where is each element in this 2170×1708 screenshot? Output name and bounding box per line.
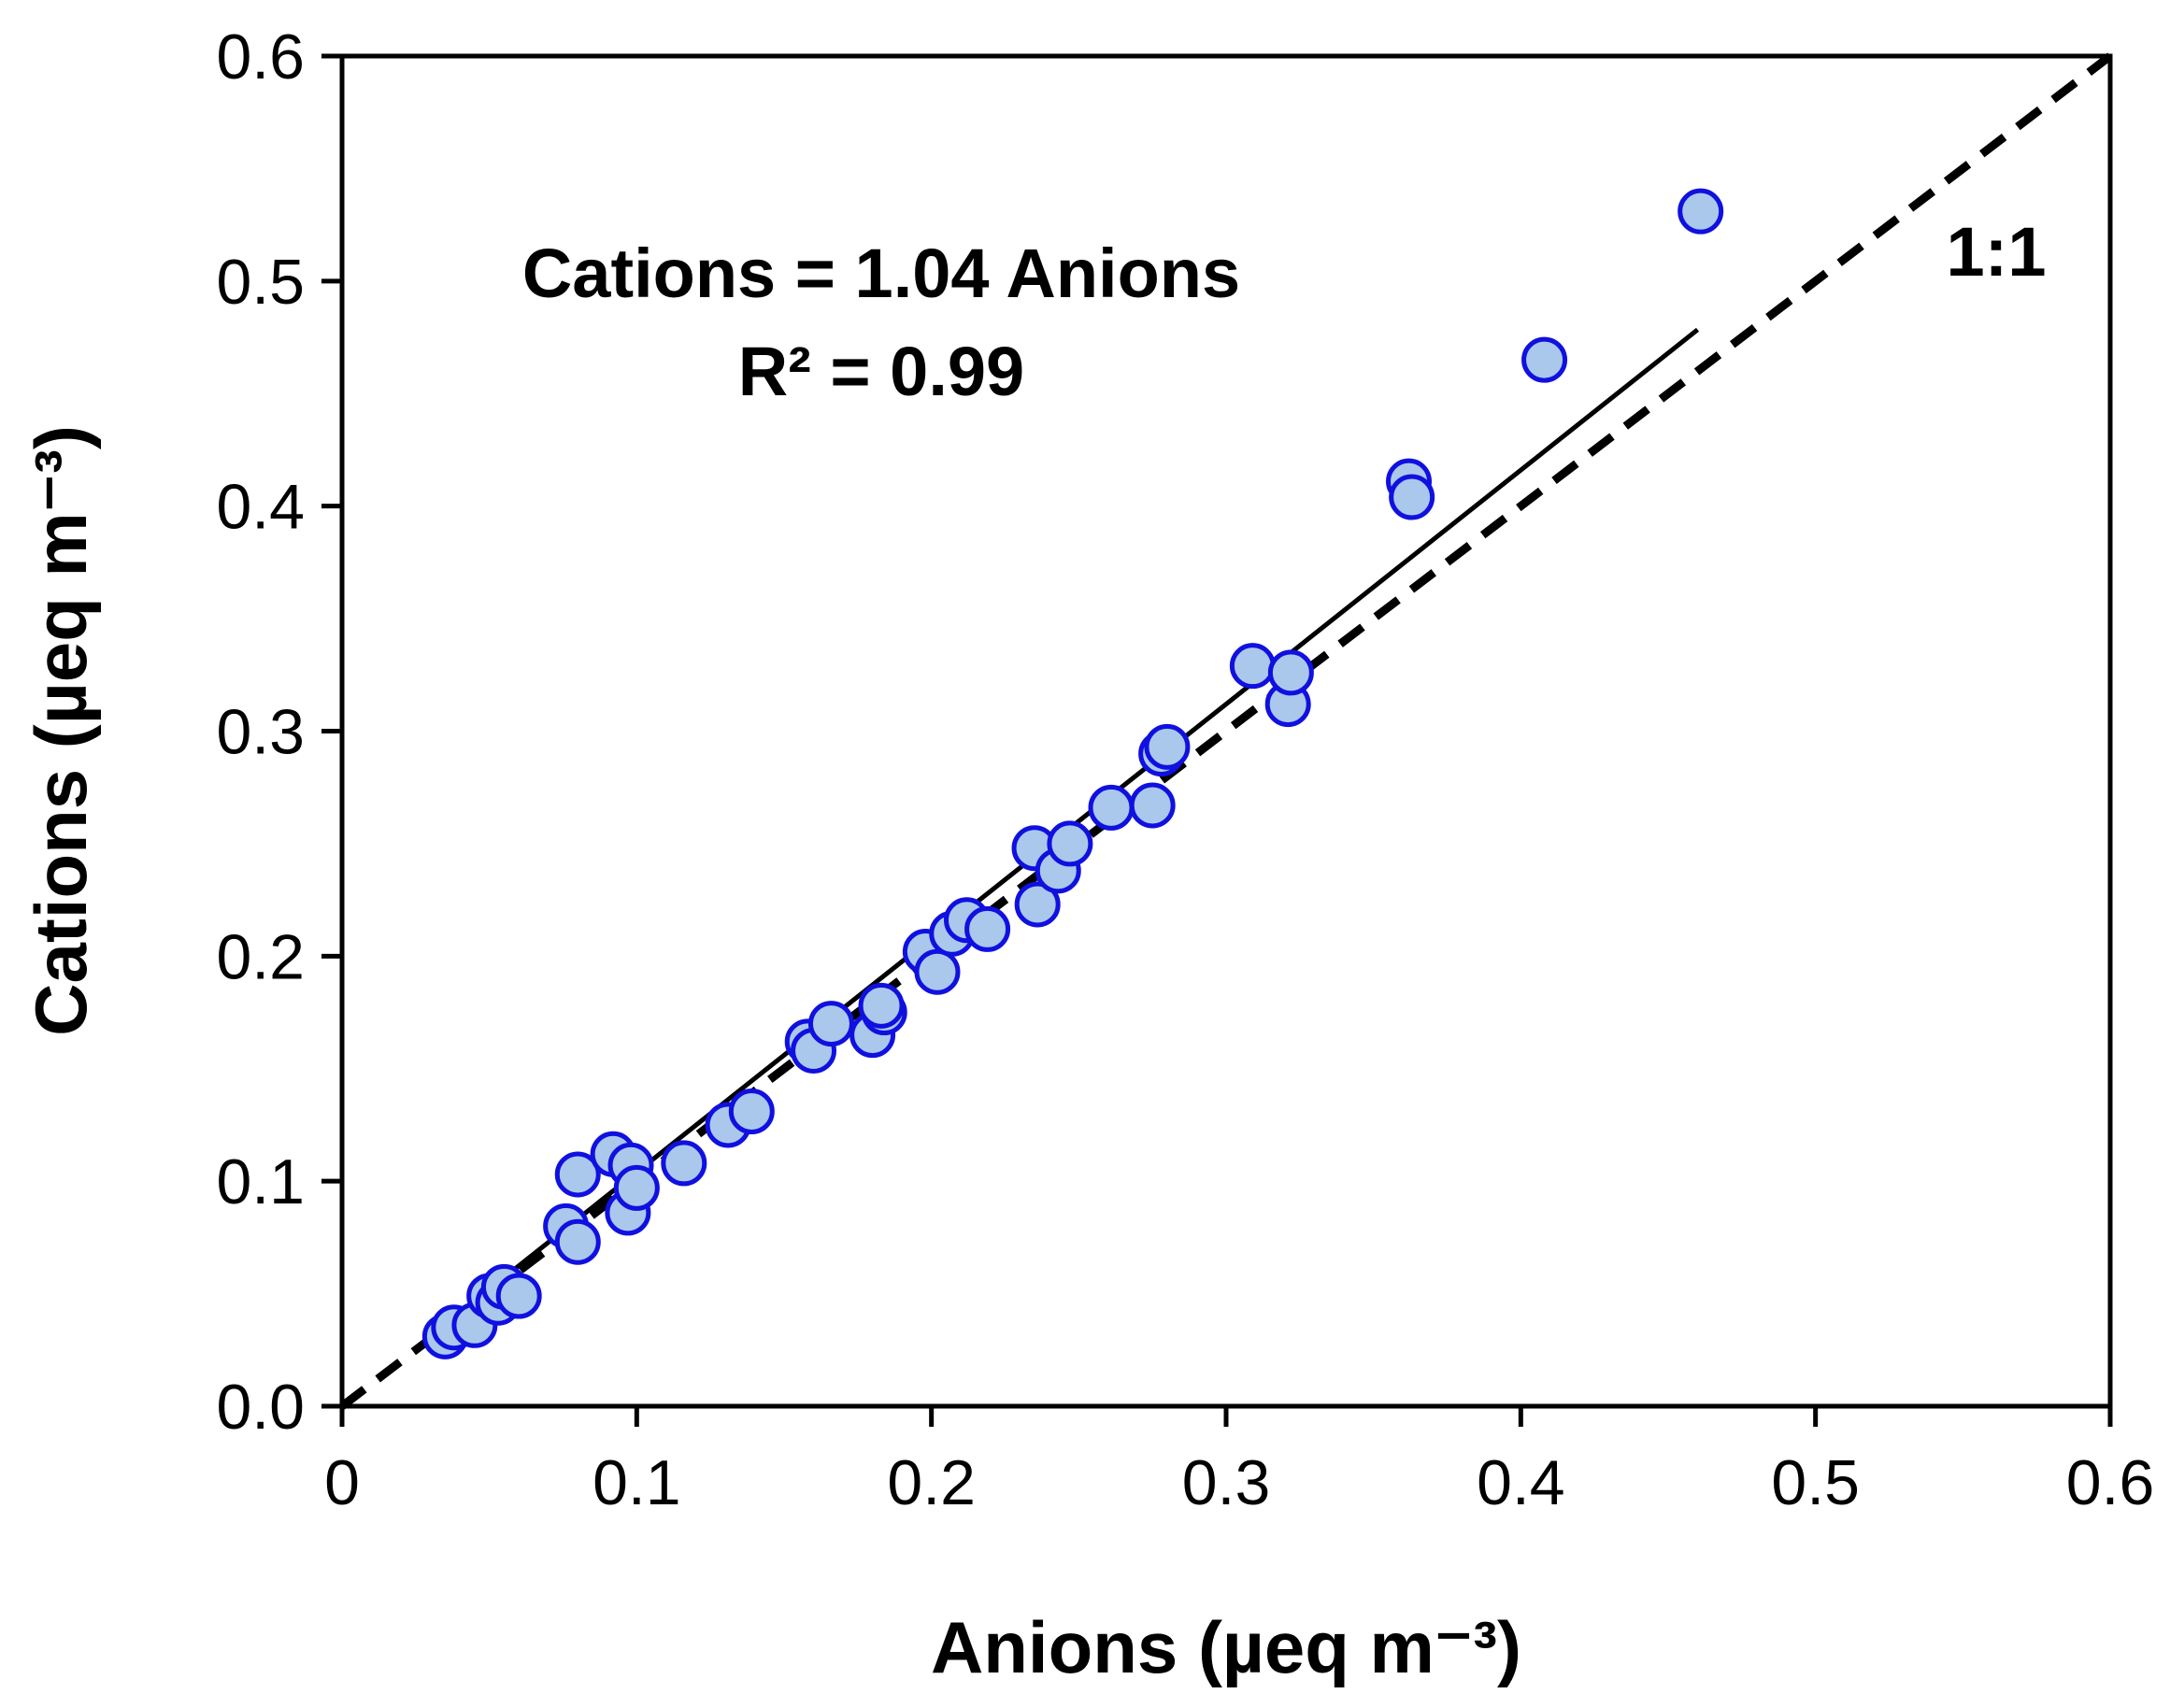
data-point — [964, 905, 1011, 952]
data-point — [1229, 643, 1276, 690]
data-point — [728, 1089, 775, 1135]
x-tick-label: 0 — [324, 1447, 360, 1518]
r-squared-label: R² = 0.99 — [738, 333, 1024, 410]
data-point — [495, 1273, 542, 1319]
data-point — [1677, 188, 1724, 235]
x-tick-label: 0.3 — [1182, 1447, 1271, 1518]
y-tick-label: 0.3 — [216, 697, 305, 768]
data-point — [807, 1001, 854, 1047]
y-tick-label: 0.0 — [216, 1372, 305, 1443]
data-point — [1144, 723, 1191, 770]
one-to-one-label: 1:1 — [1947, 213, 2047, 291]
x-tick-label: 0.4 — [1477, 1447, 1565, 1518]
data-point — [661, 1140, 707, 1187]
y-tick-label: 0.4 — [216, 472, 305, 543]
x-axis-title: Anions (µeq m⁻³) — [931, 1606, 1521, 1688]
data-point — [554, 1151, 601, 1198]
data-point — [914, 948, 961, 995]
data-point — [1014, 881, 1061, 928]
data-points — [421, 188, 1724, 1359]
x-tick-labels: 0 0.1 0.2 0.3 0.4 0.5 0.6 — [324, 1447, 2154, 1518]
data-point — [1047, 820, 1093, 867]
x-tick-label: 0.6 — [2066, 1447, 2155, 1518]
y-tick-label: 0.2 — [216, 921, 305, 992]
data-point — [1088, 784, 1135, 831]
x-tick-label: 0.5 — [1771, 1447, 1860, 1518]
axis-ticks — [321, 53, 2113, 1427]
data-point — [1389, 474, 1435, 520]
x-tick-label: 0.1 — [592, 1447, 681, 1518]
data-point — [1521, 336, 1568, 383]
data-point — [1267, 649, 1314, 696]
y-tick-labels: 0.0 0.1 0.2 0.3 0.4 0.5 0.6 — [216, 21, 305, 1443]
y-tick-label: 0.5 — [216, 247, 305, 318]
y-axis-title: Cations (µeq m⁻³) — [20, 425, 102, 1036]
x-tick-label: 0.2 — [887, 1447, 976, 1518]
data-point — [613, 1164, 660, 1211]
data-point — [858, 982, 905, 1029]
y-tick-label: 0.1 — [216, 1146, 305, 1217]
data-point — [1129, 782, 1176, 829]
data-point — [554, 1218, 601, 1265]
regression-equation: Cations = 1.04 Anions — [522, 235, 1240, 312]
y-tick-label: 0.6 — [216, 21, 305, 93]
